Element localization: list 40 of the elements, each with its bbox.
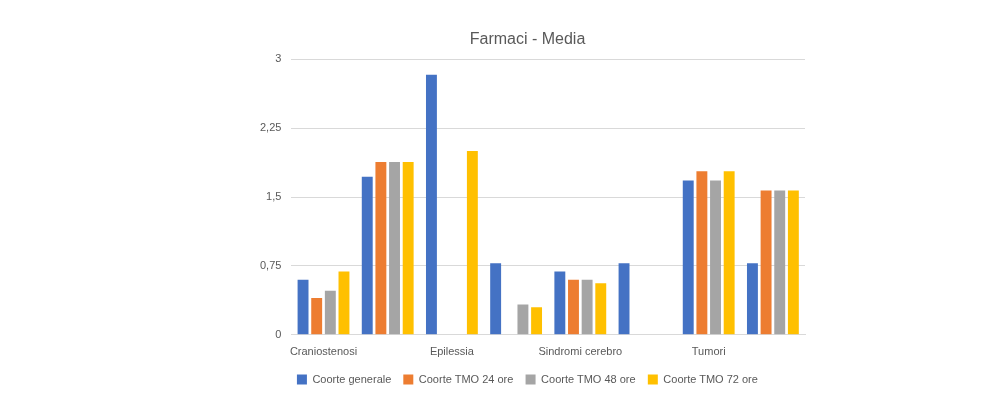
bar [311,298,323,335]
x-tick-label: Epilessia [429,345,475,358]
bar [723,171,735,335]
bar [361,176,373,335]
bar [531,307,543,335]
chart-title: Farmaci - Media [469,30,586,48]
bar [710,180,721,335]
bar [425,74,437,335]
bar [297,279,309,335]
bar [581,279,593,335]
legend-label: Coorte generale [312,372,392,385]
x-tick-label: Craniostenosi [289,345,358,358]
bar [568,279,579,335]
y-tick-label: 0 [275,327,282,340]
bar [466,151,478,335]
y-tick-label: 2,25 [259,121,282,134]
bar [760,190,772,335]
bar [389,162,400,335]
y-tick-label: 1,5 [266,190,282,203]
bar [682,180,694,335]
bar [746,263,758,335]
bar [517,304,529,335]
y-tick-label: 0,75 [259,258,282,271]
bar [787,190,799,335]
y-tick-label: 3 [275,52,282,65]
bar [618,263,630,335]
bar [490,263,502,335]
bar [595,283,607,335]
bar [375,162,387,335]
x-tick-label: Sindromi cerebro [538,345,623,358]
bar [324,290,336,335]
bar [338,271,350,335]
legend-label: Coorte TMO 72 ore [663,372,758,385]
legend-label: Coorte TMO 48 ore [541,372,636,385]
bar [696,171,708,335]
x-tick-label: Tumori [691,345,726,358]
bar [402,162,414,335]
bar [554,271,566,335]
legend-label: Coorte TMO 24 ore [418,372,514,385]
bar [774,190,786,335]
